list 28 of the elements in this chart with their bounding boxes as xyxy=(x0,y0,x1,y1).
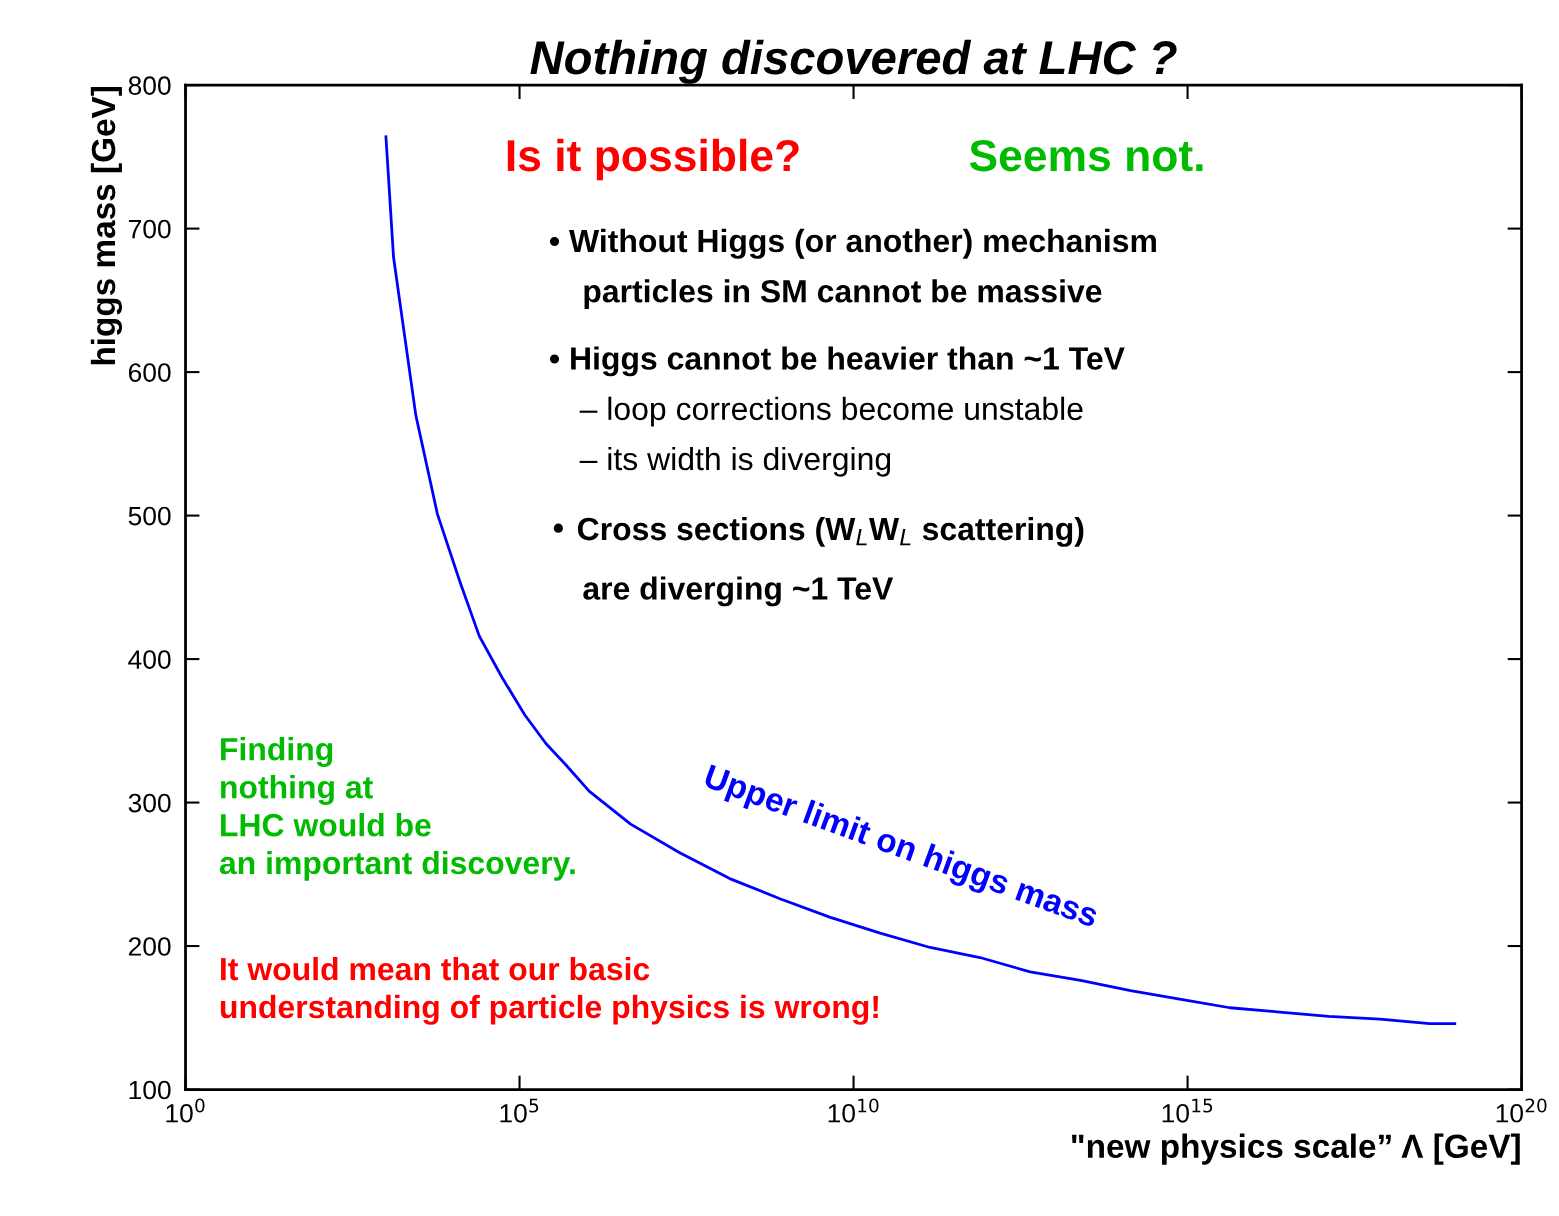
x-axis-title: "new physics scale” Λ [GeV] xyxy=(1072,1133,1520,1165)
x-tick-label: 10$^{20}$ xyxy=(1496,1098,1547,1123)
x-tick-label: 10$^{0}$ xyxy=(166,1098,205,1123)
y-tick-label: 400 xyxy=(128,650,171,669)
annotation: particles in SM cannot be massive xyxy=(584,279,1102,309)
y-tick-label: 100 xyxy=(129,1080,171,1100)
annotation: Finding nothing at LHC would be an important discovery. xyxy=(219,736,575,881)
y-tick-label: 300 xyxy=(128,793,171,813)
annotation: Is it possible? xyxy=(507,138,799,181)
annotation: • Higgs cannot be heavier than ~1 TeV xyxy=(549,346,1125,377)
y-tick-label: 800 xyxy=(128,76,171,95)
x-tick-label: 10$^{10}$ xyxy=(828,1098,879,1123)
annotation: Upper limit on higgs mass xyxy=(701,763,1101,934)
annotation: Seems not. xyxy=(969,139,1203,172)
annotation: – loop corrections become unstable xyxy=(579,396,1083,427)
chart-title: Nothing discovered at LHC ? xyxy=(530,39,1177,84)
y-tick-label: 600 xyxy=(128,363,171,382)
annotation: • Without Higgs (or another) mechanism xyxy=(549,228,1156,259)
annotation: • Cross sections (W$_{L}$W$_{L}$ scattering) xyxy=(553,516,1084,547)
y-tick-label: 500 xyxy=(128,506,171,526)
annotation: are diverging ~1 TeV xyxy=(583,576,894,607)
y-axis-title: higgs mass [GeV] xyxy=(90,86,123,365)
x-tick-label: 10$^{5}$ xyxy=(500,1098,539,1123)
y-tick-label: 200 xyxy=(128,937,171,956)
annotation: – its width is diverging xyxy=(579,446,891,477)
annotation: It would mean that our basic understanding of particle physics is wrong! xyxy=(220,956,878,1025)
y-tick-label: 700 xyxy=(128,219,171,239)
x-tick-label: 10$^{15}$ xyxy=(1162,1098,1213,1123)
